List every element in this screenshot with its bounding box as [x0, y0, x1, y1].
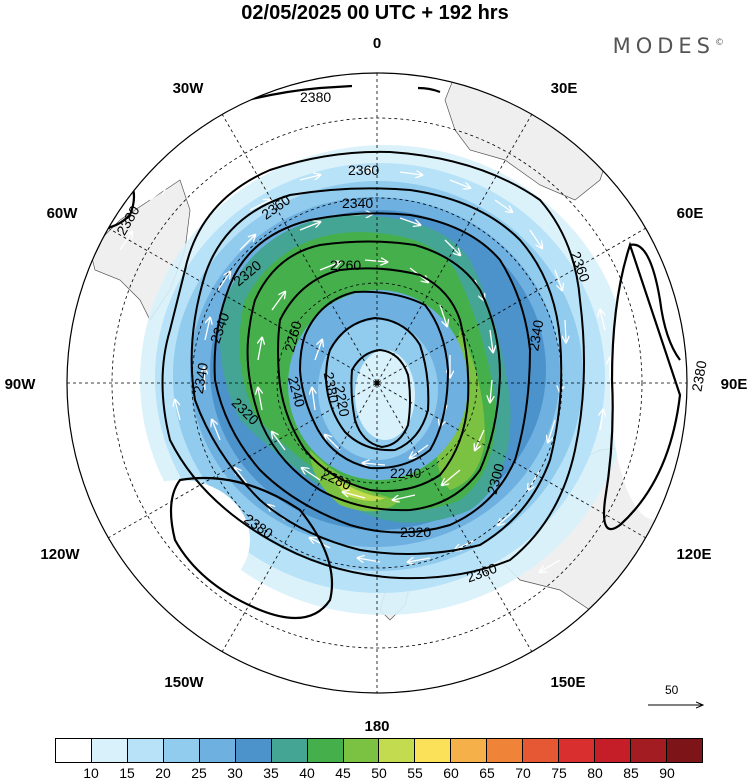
contour-label: 2360: [348, 162, 379, 178]
lon-label-150w: 150W: [164, 674, 204, 691]
colorbar-tick-label: 15: [119, 765, 135, 781]
colorbar-swatch: [631, 739, 667, 762]
lon-label-60w: 60W: [47, 205, 79, 222]
lon-label-120e: 120E: [676, 546, 711, 563]
lon-label-0: 0: [373, 35, 381, 52]
longitude-labels: 0 30E 60E 90E 120E 150E 180 150W 120W 90…: [5, 35, 748, 735]
colorbar-labels: 10 15 20 25 30 35 40 45 50 55 60 65 70 75 80 85 90: [55, 765, 703, 781]
contour-label: 2260: [281, 319, 305, 353]
contour-label: 2220: [332, 384, 353, 418]
colorbar-tick-label: 35: [263, 765, 279, 781]
colorbar: [55, 738, 703, 763]
copyright-mark: ©: [715, 38, 724, 48]
south-pole-marker: [374, 380, 380, 386]
graticule: [67, 73, 687, 693]
lon-label-90e: 90E: [721, 376, 748, 393]
contour-label: 2240: [285, 375, 309, 409]
contour-label: 2380: [300, 89, 331, 105]
lon-label-120w: 120W: [40, 546, 80, 563]
colorbar-swatch: [379, 739, 416, 762]
contour-label: 2340: [190, 361, 211, 395]
contour-label: 2340: [342, 195, 373, 211]
colorbar-tick-label: 20: [155, 765, 171, 781]
colorbar-tick-label: 60: [443, 765, 459, 781]
colorbar-swatch: [451, 739, 488, 762]
colorbar-tick-label: 70: [515, 765, 531, 781]
wind-shading: [110, 145, 687, 615]
colorbar-swatch: [56, 739, 92, 762]
colorbar-swatch: [487, 739, 524, 762]
colorbar-swatch: [235, 739, 272, 762]
colorbar-swatch: [559, 739, 596, 762]
map-title: 02/05/2025 00 UTC + 192 hrs: [241, 2, 509, 24]
lon-label-90w: 90W: [5, 376, 37, 393]
contour-label: 2320: [400, 524, 431, 540]
colorbar-tick-label: 80: [587, 765, 603, 781]
colorbar-swatch: [595, 739, 631, 762]
contour-label: 2380: [688, 359, 709, 393]
lon-label-150e: 150E: [550, 674, 585, 691]
colorbar-tick-label: 25: [191, 765, 207, 781]
colorbar-swatch: [199, 739, 236, 762]
contour-label: 2260: [330, 257, 361, 273]
brand-logo: MODES©: [613, 34, 724, 58]
reference-vector-label: 50: [665, 683, 679, 697]
contour-label: 2300: [484, 461, 508, 495]
colorbar-swatch: [91, 739, 128, 762]
brand-name: MODES: [612, 34, 715, 58]
map-boundary: [66, 72, 688, 694]
colorbar-tick-label: 40: [299, 765, 315, 781]
colorbar-swatch: [307, 739, 344, 762]
colorbar-tick-label: 50: [371, 765, 387, 781]
colorbar-swatch: [163, 739, 200, 762]
madagascar-landmass: [597, 129, 616, 171]
colorbar-tick-label: 85: [623, 765, 639, 781]
colorbar-swatch: [415, 739, 452, 762]
lon-label-30e: 30E: [551, 80, 578, 97]
lon-label-60e: 60E: [677, 205, 704, 222]
contour-label: 2340: [525, 318, 546, 352]
colorbar-swatch: [343, 739, 380, 762]
colorbar-swatch: [666, 739, 702, 762]
colorbar-tick-label: 65: [479, 765, 495, 781]
colorbar-tick-label: 90: [659, 765, 675, 781]
colorbar-tick-label: 75: [551, 765, 567, 781]
colorbar-swatch: [271, 739, 308, 762]
colorbar-tick-label: 10: [83, 765, 99, 781]
colorbar-tick-label: 55: [407, 765, 423, 781]
lon-label-180: 180: [364, 718, 389, 735]
map-disk: [67, 73, 687, 693]
colorbar-tick-label: 45: [335, 765, 351, 781]
contour-label: 2240: [390, 465, 421, 481]
colorbar-swatch: [127, 739, 164, 762]
contour-label: 2380: [321, 371, 342, 405]
colorbar-swatch: [523, 739, 560, 762]
lon-label-30w: 30W: [173, 80, 205, 97]
colorbar-tick-label: 30: [227, 765, 243, 781]
